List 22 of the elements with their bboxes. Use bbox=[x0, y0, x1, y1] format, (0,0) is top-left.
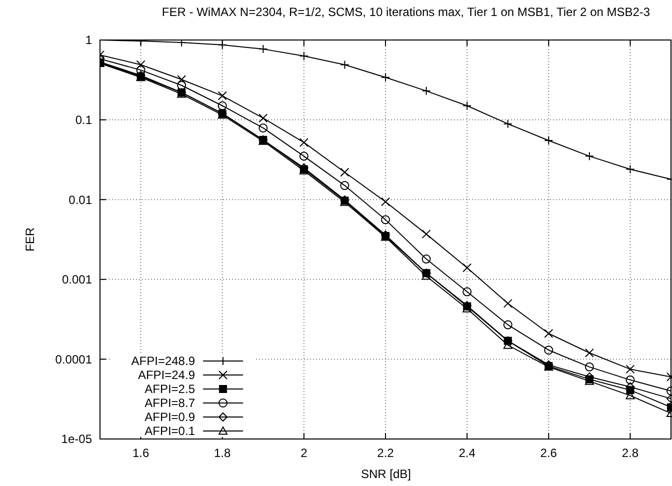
y-tick-label: 0.001 bbox=[62, 272, 92, 287]
y-tick-label: 1 bbox=[85, 33, 92, 48]
x-tick-label: 2.2 bbox=[377, 446, 394, 460]
legend-label: AFPI=0.1 bbox=[144, 424, 196, 438]
legend-label: AFPI=248.9 bbox=[131, 354, 196, 368]
legend-label: AFPI=8.7 bbox=[144, 396, 196, 410]
x-tick-label: 1.6 bbox=[132, 446, 150, 460]
legend-label: AFPI=24.9 bbox=[138, 368, 196, 382]
x-axis-title: SNR [dB] bbox=[360, 467, 412, 481]
y-axis-title: FER bbox=[23, 227, 37, 252]
legend-label: AFPI=0.9 bbox=[144, 410, 196, 424]
y-tick-label: 1e-05 bbox=[61, 432, 92, 446]
x-tick-label: 2.6 bbox=[540, 446, 558, 460]
x-tick-label: 2 bbox=[300, 446, 308, 460]
chart-title: FER - WiMAX N=2304, R=1/2, SCMS, 10 iterations max, Tier 1 on MSB1, Tier 2 on MSB2-3 bbox=[162, 5, 650, 19]
x-tick-label: 2.4 bbox=[458, 446, 476, 460]
y-tick-label: 0.01 bbox=[68, 192, 92, 207]
legend-label: AFPI=2.5 bbox=[144, 382, 196, 396]
y-tick-label: 0.1 bbox=[75, 113, 92, 127]
x-tick-label: 2.8 bbox=[622, 446, 639, 460]
x-tick-label: 1.8 bbox=[214, 446, 232, 460]
y-tick-label: 0.0001 bbox=[55, 352, 92, 366]
